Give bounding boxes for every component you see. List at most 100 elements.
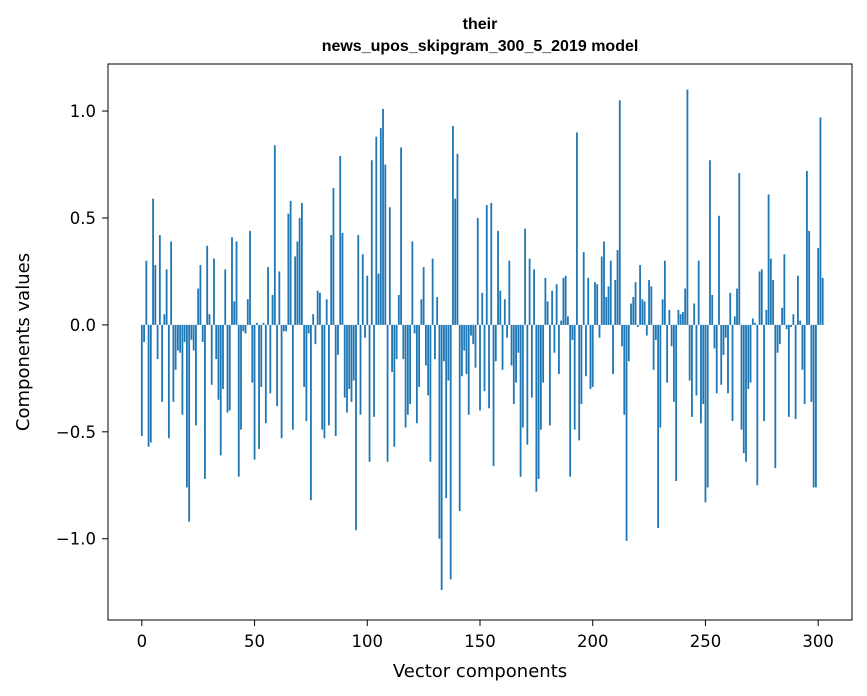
bar-235 bbox=[670, 324, 673, 347]
bar-72 bbox=[303, 324, 306, 387]
bar-157 bbox=[494, 324, 497, 362]
bar-275 bbox=[760, 269, 763, 325]
bar-240 bbox=[682, 312, 684, 325]
bar-194 bbox=[578, 324, 581, 441]
bar-124 bbox=[420, 299, 423, 325]
bar-155 bbox=[490, 203, 493, 325]
x-tick-label-300: 300 bbox=[802, 632, 834, 651]
bar-87 bbox=[337, 324, 339, 355]
bar-302 bbox=[821, 277, 824, 325]
bar-211 bbox=[616, 250, 619, 325]
bar-264 bbox=[736, 288, 738, 325]
bar-257 bbox=[720, 324, 723, 385]
bar-267 bbox=[742, 324, 745, 454]
bar-176 bbox=[537, 324, 540, 479]
bar-179 bbox=[544, 277, 547, 325]
bar-246 bbox=[695, 324, 698, 396]
bar-21 bbox=[188, 324, 191, 522]
bar-108 bbox=[384, 164, 387, 325]
bar-119 bbox=[409, 324, 412, 405]
y-axis-label: Components values bbox=[13, 253, 34, 431]
bar-134 bbox=[443, 324, 445, 362]
bar-25 bbox=[197, 288, 200, 325]
bar-132 bbox=[438, 324, 441, 539]
bar-144 bbox=[465, 324, 468, 375]
bar-190 bbox=[569, 324, 572, 477]
bar-145 bbox=[467, 324, 470, 415]
bar-150 bbox=[479, 324, 481, 411]
x-tick-label-250: 250 bbox=[690, 632, 722, 651]
bar-6 bbox=[154, 265, 157, 325]
bar-57 bbox=[269, 324, 272, 394]
bar-148 bbox=[474, 324, 477, 368]
bar-177 bbox=[539, 324, 542, 430]
x-tick-label-0: 0 bbox=[137, 632, 148, 651]
bar-216 bbox=[627, 324, 630, 362]
bar-53 bbox=[260, 324, 263, 387]
bar-131 bbox=[436, 297, 439, 325]
bar-261 bbox=[729, 292, 732, 325]
chart-title-line-2: news_upos_skipgram_300_5_2019 model bbox=[322, 38, 639, 55]
bar-268 bbox=[745, 324, 747, 462]
bar-208 bbox=[609, 260, 612, 325]
bar-74 bbox=[307, 324, 310, 334]
bar-286 bbox=[785, 324, 788, 330]
bar-203 bbox=[598, 324, 601, 338]
bar-227 bbox=[652, 324, 655, 370]
bar-238 bbox=[677, 309, 680, 325]
y-tick-label-3: 0.5 bbox=[70, 209, 96, 228]
bar-279 bbox=[769, 258, 772, 325]
bar-100 bbox=[366, 275, 369, 325]
bar-52 bbox=[258, 324, 260, 449]
bar-292 bbox=[799, 320, 802, 325]
bar-80 bbox=[321, 324, 324, 430]
bar-297 bbox=[810, 324, 813, 402]
bar-117 bbox=[404, 324, 407, 428]
bar-33 bbox=[215, 324, 218, 360]
bar-136 bbox=[447, 324, 450, 381]
bar-159 bbox=[499, 290, 502, 325]
bar-91 bbox=[346, 324, 348, 413]
bar-61 bbox=[278, 271, 281, 325]
bar-94 bbox=[352, 324, 355, 381]
bar-58 bbox=[271, 294, 274, 325]
bar-118 bbox=[406, 324, 409, 415]
bar-223 bbox=[643, 301, 646, 325]
bar-174 bbox=[533, 269, 536, 325]
chart-title-line-1: their bbox=[463, 16, 498, 33]
bar-44 bbox=[240, 324, 242, 430]
bar-110 bbox=[388, 207, 391, 325]
bar-217 bbox=[630, 303, 632, 325]
y-axis-ticks: −1.0 −0.5 0.0 0.5 1.0 bbox=[56, 102, 108, 549]
bar-36 bbox=[222, 324, 224, 390]
bar-200 bbox=[591, 324, 594, 387]
bar-135 bbox=[445, 324, 448, 499]
bar-55 bbox=[264, 324, 267, 424]
bar-62 bbox=[280, 324, 283, 439]
bar-295 bbox=[806, 170, 808, 325]
bar-109 bbox=[386, 324, 389, 462]
bar-96 bbox=[357, 235, 360, 325]
bar-143 bbox=[463, 324, 466, 351]
bar-289 bbox=[792, 314, 795, 325]
bar-102 bbox=[370, 160, 373, 325]
bar-274 bbox=[758, 271, 761, 325]
bar-63 bbox=[282, 324, 285, 332]
bar-299 bbox=[815, 324, 817, 488]
bar-298 bbox=[812, 324, 815, 488]
bar-171 bbox=[526, 324, 529, 445]
bar-233 bbox=[666, 324, 669, 383]
bar-287 bbox=[787, 324, 790, 417]
bar-300 bbox=[817, 247, 820, 325]
bar-256 bbox=[718, 215, 720, 325]
bar-245 bbox=[693, 303, 696, 325]
bar-291 bbox=[796, 275, 799, 325]
bar-273 bbox=[756, 324, 759, 486]
bar-139 bbox=[454, 198, 457, 325]
bar-1 bbox=[143, 324, 145, 342]
bar-182 bbox=[551, 290, 554, 325]
bar-225 bbox=[648, 279, 650, 325]
bar-7 bbox=[156, 324, 159, 360]
bar-47 bbox=[246, 299, 249, 325]
